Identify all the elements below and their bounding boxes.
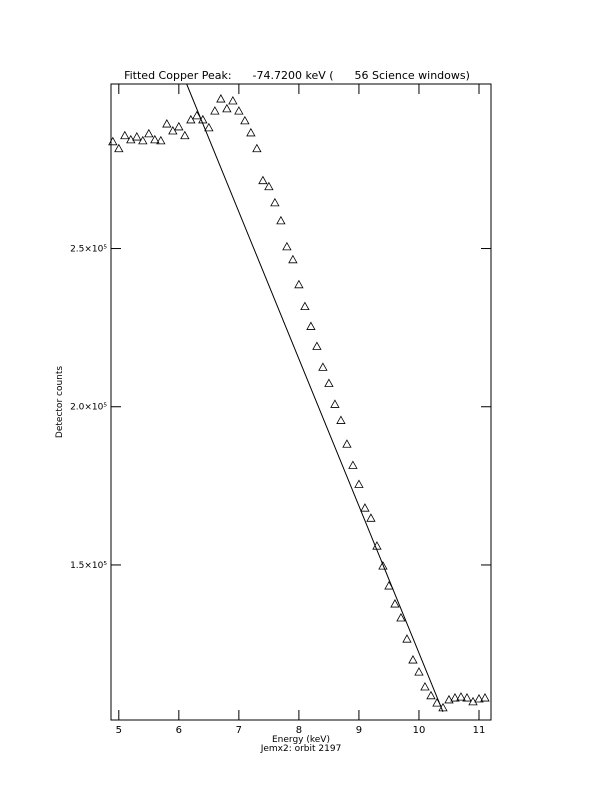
y-tick-label: 2.0×10⁵ — [70, 403, 107, 413]
data-point — [204, 122, 214, 132]
data-point — [186, 114, 196, 124]
data-point — [228, 95, 238, 105]
data-point — [270, 197, 280, 207]
x-tick-label: 6 — [176, 725, 182, 736]
data-point — [252, 143, 262, 153]
data-point — [240, 115, 250, 125]
data-point — [354, 479, 364, 488]
data-point — [402, 634, 412, 643]
data-point — [408, 655, 418, 664]
subtitle: Jemx2: orbit 2197 — [260, 744, 342, 754]
data-point — [396, 612, 406, 622]
data-point — [300, 301, 310, 311]
data-point — [282, 241, 292, 251]
data-point — [132, 132, 142, 141]
data-point — [210, 106, 220, 115]
data-point — [246, 127, 256, 137]
data-point — [306, 321, 316, 330]
data-point — [216, 94, 226, 103]
x-tick-label: 8 — [296, 725, 302, 736]
data-point — [120, 130, 130, 140]
y-tick-label: 1.5×10⁵ — [70, 561, 107, 571]
data-point — [168, 126, 178, 135]
data-point — [456, 692, 466, 701]
data-point — [330, 399, 340, 408]
data-point — [336, 415, 346, 424]
data-point — [348, 460, 358, 469]
data-point — [144, 128, 154, 138]
data-point — [450, 693, 460, 702]
x-tick-label: 11 — [473, 725, 486, 736]
data-point — [390, 599, 400, 608]
data-point — [156, 135, 166, 145]
data-point — [174, 121, 184, 131]
data-point — [258, 175, 268, 185]
data-point — [414, 667, 424, 676]
data-point — [192, 110, 202, 120]
x-axis-label: Energy (keV) — [272, 735, 330, 745]
data-point — [420, 681, 430, 691]
x-tick-label: 7 — [236, 725, 242, 736]
data-point — [480, 693, 490, 702]
y-axis-label: Detector counts — [55, 366, 65, 438]
data-point — [474, 693, 484, 703]
data-point — [294, 279, 304, 289]
data-point — [234, 106, 244, 115]
data-point — [324, 378, 334, 387]
fit-line — [186, 84, 444, 712]
data-point — [264, 181, 274, 191]
data-point — [378, 561, 388, 570]
data-point — [162, 119, 172, 128]
data-point — [138, 135, 148, 145]
data-point — [444, 694, 454, 704]
data-point — [114, 143, 124, 153]
data-point — [426, 690, 436, 700]
data-point — [108, 136, 118, 146]
chart-title: Fitted Copper Peak: -74.7200 keV ( 56 Sc… — [124, 69, 470, 82]
data-point — [222, 103, 232, 113]
data-point — [276, 215, 286, 225]
data-point — [312, 341, 322, 350]
data-point — [288, 254, 298, 264]
data-point — [462, 693, 472, 702]
data-point — [150, 134, 160, 144]
data-point — [180, 130, 190, 140]
data-point — [318, 362, 328, 371]
x-tick-label: 10 — [413, 725, 426, 736]
y-tick-label: 2.5×10⁵ — [70, 245, 107, 255]
data-point — [342, 439, 352, 448]
x-tick-label: 5 — [116, 725, 122, 736]
data-point — [366, 513, 376, 522]
plot-frame — [110, 83, 492, 721]
data-point — [360, 503, 370, 512]
x-tick-label: 9 — [356, 725, 362, 736]
